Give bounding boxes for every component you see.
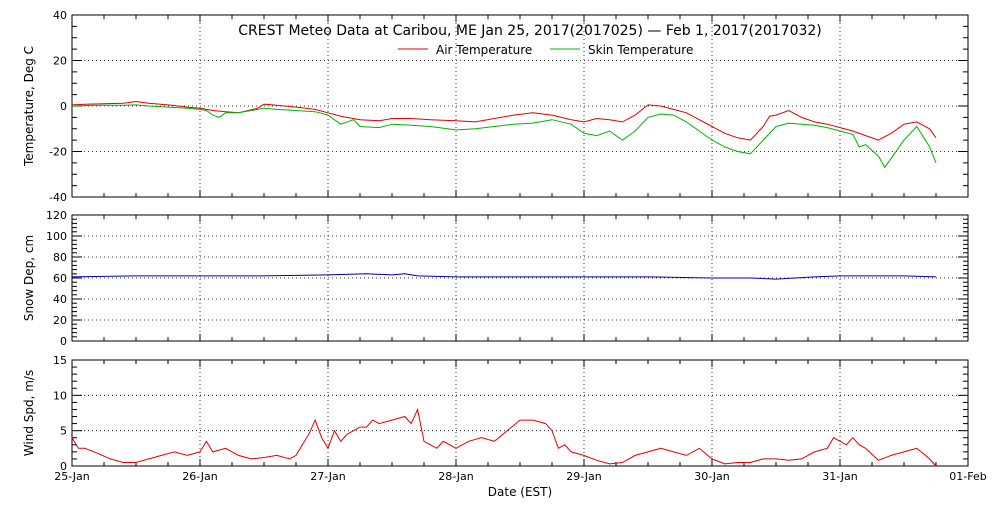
y-tick-label: 20: [53, 314, 67, 327]
x-tick-label: 26-Jan: [182, 470, 218, 483]
y-tick-label: 0: [60, 335, 67, 348]
y-tick-label: 40: [53, 9, 67, 22]
y-tick-label: 10: [53, 389, 67, 402]
x-tick-label: 25-Jan: [54, 470, 90, 483]
x-tick-label: 29-Jan: [566, 470, 602, 483]
panel-3-y-axis-label: Wind Spd, m/s: [22, 370, 36, 456]
x-tick-label: 31-Jan: [822, 470, 858, 483]
panel-3-frame: [71, 359, 969, 467]
y-tick-label: 5: [60, 425, 67, 438]
series-line-2-1: [71, 273, 937, 280]
y-tick-label: 80: [53, 251, 67, 264]
y-tick-label: 0: [60, 460, 67, 473]
panel-2-y-axis-label: Snow Dep, cm: [22, 235, 36, 321]
y-tick-label: 40: [53, 293, 67, 306]
x-tick-label: 27-Jan: [310, 470, 346, 483]
y-tick-label: 0: [60, 100, 67, 113]
y-tick-label: -40: [49, 191, 67, 204]
series-line-1-1: [71, 100, 937, 141]
legend-label-1: Air Temperature: [436, 43, 532, 57]
y-tick-label: -20: [49, 146, 67, 159]
panel-1-y-axis-label: Temperature, Deg C: [22, 46, 36, 167]
y-tick-label: 60: [53, 272, 67, 285]
legend-label-2: Skin Temperature: [588, 43, 693, 57]
y-tick-label: 120: [46, 209, 67, 222]
x-axis-label: Date (EST): [488, 485, 552, 499]
x-tick-label: 30-Jan: [694, 470, 730, 483]
series-line-1-2: [71, 104, 937, 169]
x-tick-label: 28-Jan: [438, 470, 474, 483]
series-line-3-1: [71, 407, 937, 467]
chart-title: CREST Meteo Data at Caribou, ME Jan 25, …: [238, 23, 822, 39]
y-tick-label: 100: [46, 230, 67, 243]
y-tick-label: 15: [53, 354, 67, 367]
y-tick-label: 20: [53, 55, 67, 68]
x-tick-label: 01-Feb: [949, 470, 986, 483]
